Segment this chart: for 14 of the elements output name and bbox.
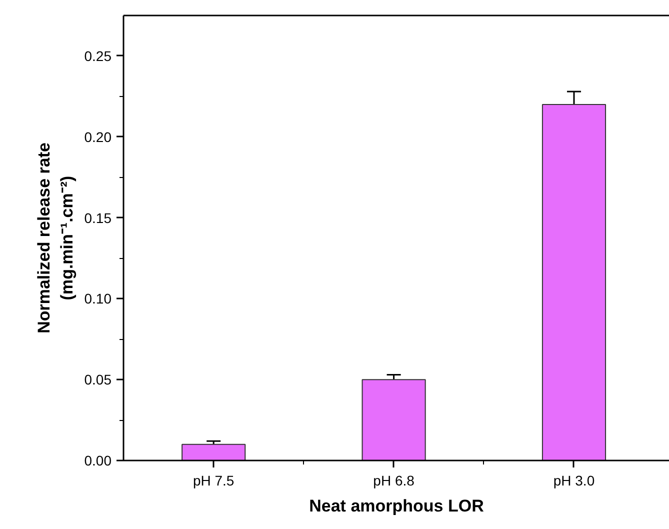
x-tick-label: pH 6.8 [373, 472, 415, 488]
y-tick-label: 0.00 [84, 452, 112, 468]
x-axis-title: Neat amorphous LOR [309, 496, 484, 516]
y-tick-label: 0.25 [84, 48, 112, 64]
y-tick-label: 0.10 [84, 290, 112, 307]
bar [182, 444, 246, 460]
y-axis-title: Normalized release rate (mg.min⁻¹.cm⁻²) [34, 142, 76, 334]
bar [362, 379, 426, 460]
y-tick-label: 0.05 [84, 372, 112, 388]
x-tick-label: pH 7.5 [192, 472, 234, 488]
y-tick-label: 0.20 [84, 128, 112, 145]
x-tick-label: pH 3.0 [553, 472, 595, 488]
bar [542, 104, 606, 460]
y-tick-label: 0.15 [84, 210, 112, 226]
